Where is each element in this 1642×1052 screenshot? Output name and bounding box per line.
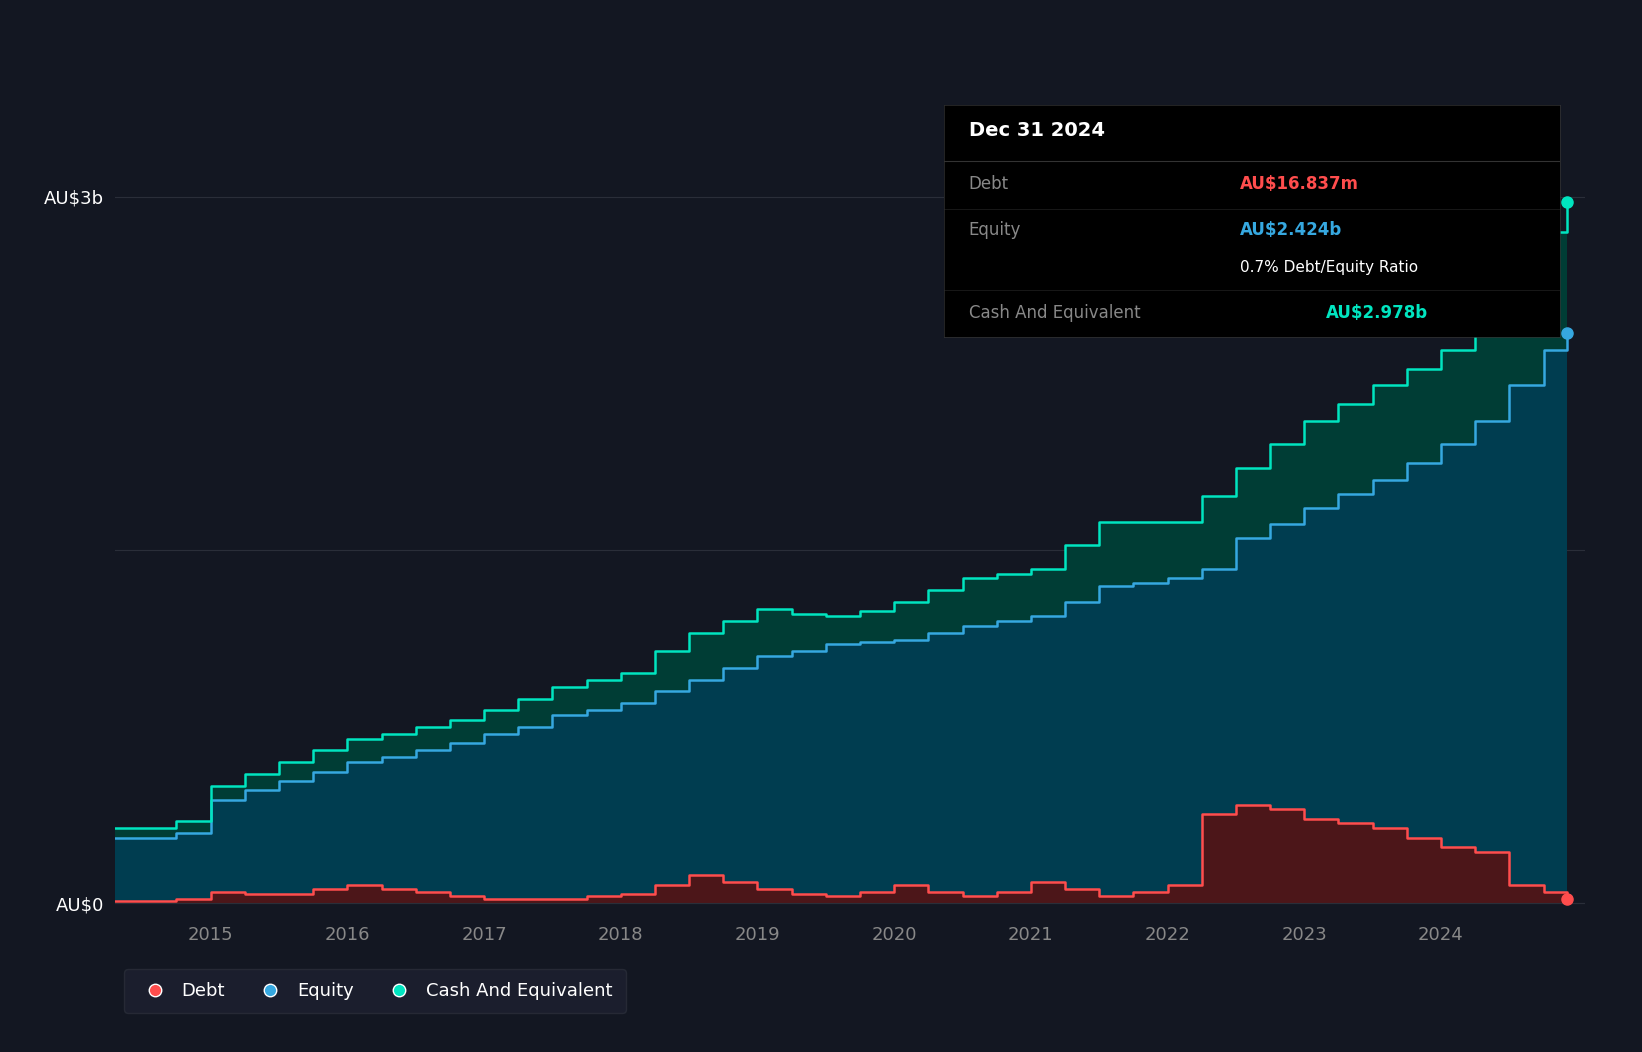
Text: AU$2.424b: AU$2.424b: [1240, 221, 1342, 239]
Text: Debt: Debt: [969, 175, 1008, 193]
Text: 0.7% Debt/Equity Ratio: 0.7% Debt/Equity Ratio: [1240, 260, 1417, 276]
Text: AU$16.837m: AU$16.837m: [1240, 175, 1358, 193]
Text: AU$2.978b: AU$2.978b: [1325, 304, 1429, 322]
Text: Dec 31 2024: Dec 31 2024: [969, 121, 1105, 140]
Text: Cash And Equivalent: Cash And Equivalent: [969, 304, 1141, 322]
Text: Equity: Equity: [969, 221, 1021, 239]
Legend: Debt, Equity, Cash And Equivalent: Debt, Equity, Cash And Equivalent: [123, 970, 626, 1013]
